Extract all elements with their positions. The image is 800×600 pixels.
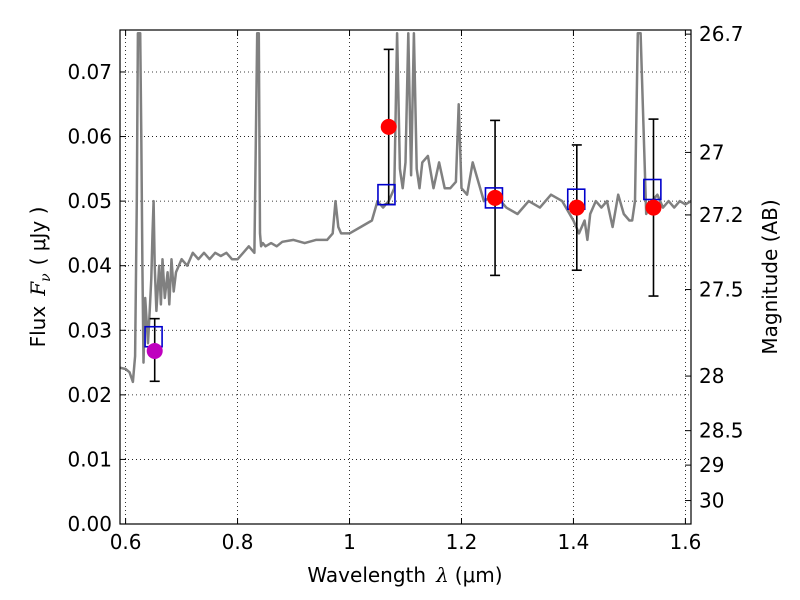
- mag-tick-label: 26.7: [699, 22, 744, 46]
- mag-tick-label: 27.2: [699, 203, 744, 227]
- x-tick-label: 1.4: [558, 530, 590, 554]
- y-tick-label: 0.06: [67, 125, 112, 149]
- points-layer: [144, 48, 662, 383]
- spectrum-layer: [120, 31, 691, 384]
- y-tick-label: 0.03: [67, 318, 112, 342]
- mag-tick-label: 29: [699, 453, 724, 477]
- ticks: [120, 30, 691, 525]
- observed-point: [380, 118, 397, 135]
- x-tick-label: 0.6: [110, 530, 142, 554]
- y-tick-label: 0.02: [67, 383, 112, 407]
- x-tick-label: 1.6: [669, 530, 701, 554]
- mag-tick-label: 27: [699, 140, 724, 164]
- x-tick-label: 1.2: [446, 530, 478, 554]
- mag-tick-label: 30: [699, 489, 724, 513]
- observed-point: [146, 342, 163, 359]
- y-tick-label: 0.00: [67, 512, 112, 536]
- mag-tick-label: 28.5: [699, 419, 744, 443]
- model-point: [643, 178, 662, 201]
- x-axis-label: Wavelength λ (μm): [307, 563, 502, 587]
- y-tick-label: 0.05: [67, 189, 112, 213]
- y-tick-label: 0.07: [67, 60, 112, 84]
- plot-frame: [119, 29, 692, 525]
- model-point: [377, 183, 396, 206]
- y-tick-label: 0.04: [67, 254, 112, 278]
- spectrum-line: [120, 31, 691, 384]
- y-axis-label: FluxFν( μJy ): [26, 207, 54, 348]
- mag-tick-label: 28: [699, 364, 724, 388]
- observed-point: [568, 199, 585, 216]
- observed-point: [645, 199, 662, 216]
- tick-labels: 0.6 0.8 1 1.2 1.4 1.6 0.00 0.01 0.02 0.03 0.04 0.05…: [67, 22, 743, 554]
- x-tick-label: 0.8: [222, 530, 254, 554]
- x-tick-label: 1: [343, 530, 356, 554]
- y2-axis-label: Magnitude (AB): [758, 199, 782, 354]
- observed-point: [487, 189, 504, 206]
- mag-tick-label: 27.5: [699, 278, 744, 302]
- y-tick-label: 0.01: [67, 447, 112, 471]
